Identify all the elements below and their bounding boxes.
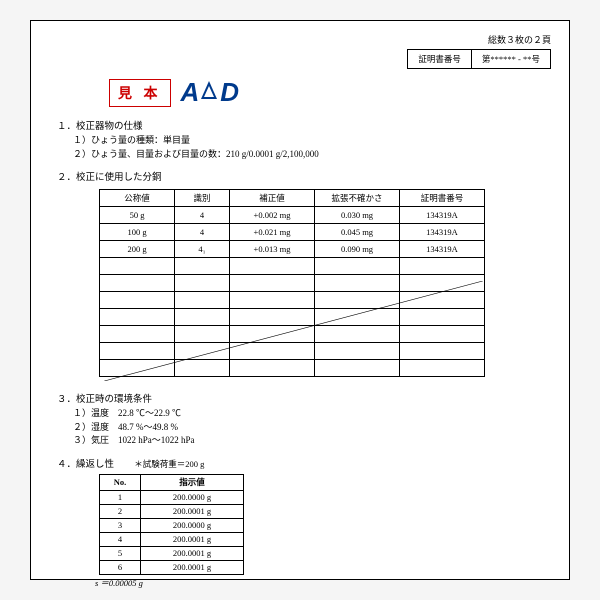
cell-id: 4 — [175, 224, 230, 241]
cert-value: 第****** - **号 — [472, 50, 550, 68]
section-2: ２．校正に使用した分銅 公称値 識別 補正値 拡張不確かさ 証明書番号 50 g… — [57, 169, 551, 383]
cell-id: 4 — [175, 207, 230, 224]
cell-val: 200.0001 g — [141, 546, 244, 560]
table-row: 200 g 4₁ +0.013 mg 0.090 mg 134319A — [100, 241, 485, 258]
cell-corr: +0.002 mg — [230, 207, 315, 224]
cert-number-box: 証明書番号 第****** - **号 — [407, 49, 551, 69]
table-row: 5200.0001 g — [100, 546, 244, 560]
s-value: s ＝0.00005 g — [95, 577, 551, 589]
col-cert: 証明書番号 — [400, 190, 485, 207]
document-page: 総数３枚の２頁 証明書番号 第****** - **号 見 本 A D １．校正… — [30, 20, 570, 580]
section-1-line1: １）ひょう量の種類：単目量 — [73, 134, 551, 148]
table-row — [100, 326, 485, 343]
col-uncertainty: 拡張不確かさ — [315, 190, 400, 207]
cell-no: 3 — [100, 518, 141, 532]
cell-id: 4₁ — [175, 241, 230, 258]
cell-unc: 0.090 mg — [315, 241, 400, 258]
table-row: 100 g 4 +0.021 mg 0.045 mg 134319A — [100, 224, 485, 241]
cell-nom: 100 g — [100, 224, 175, 241]
table-header-row: 公称値 識別 補正値 拡張不確かさ 証明書番号 — [100, 190, 485, 207]
cell-unc: 0.030 mg — [315, 207, 400, 224]
section-3-line3: ３）気圧 1022 hPa～1022 hPa — [73, 434, 551, 448]
table-row — [100, 309, 485, 326]
col-correction: 補正値 — [230, 190, 315, 207]
cell-no: 5 — [100, 546, 141, 560]
cell-unc: 0.045 mg — [315, 224, 400, 241]
section-2-title: ２．校正に使用した分銅 — [57, 169, 551, 183]
cell-val: 200.0000 g — [141, 490, 244, 504]
cell-corr: +0.021 mg — [230, 224, 315, 241]
table-row: 4200.0001 g — [100, 532, 244, 546]
section-3-title: ３．校正時の環境条件 — [57, 391, 551, 405]
col-no: No. — [100, 474, 141, 490]
col-id: 識別 — [175, 190, 230, 207]
section-1-title: １．校正器物の仕様 — [57, 118, 551, 132]
cell-no: 6 — [100, 560, 141, 574]
table-row: 1200.0000 g — [100, 490, 244, 504]
cell-cert: 134319A — [400, 241, 485, 258]
cell-val: 200.0001 g — [141, 532, 244, 546]
cell-val: 200.0001 g — [141, 504, 244, 518]
and-logo: A D — [181, 77, 240, 108]
cell-cert: 134319A — [400, 207, 485, 224]
sample-stamp: 見 本 — [109, 79, 171, 107]
cell-nom: 200 g — [100, 241, 175, 258]
cert-label: 証明書番号 — [408, 50, 472, 68]
cell-corr: +0.013 mg — [230, 241, 315, 258]
section-4: ４．繰返し性 ＊試験荷重＝200 g No. 指示値 1200.0000 g 2… — [57, 456, 551, 589]
table-row — [100, 275, 485, 292]
cell-val: 200.0000 g — [141, 518, 244, 532]
cell-no: 2 — [100, 504, 141, 518]
table-row — [100, 292, 485, 309]
header-row: 見 本 A D — [109, 77, 551, 108]
section-1-line2: ２）ひょう量、目量および目量の数：210 g/0.0001 g/2,100,00… — [73, 148, 551, 162]
section-3-line1: １）温度 22.8 ℃～22.9 ℃ — [73, 407, 551, 421]
cell-cert: 134319A — [400, 224, 485, 241]
cell-no: 4 — [100, 532, 141, 546]
table-row — [100, 343, 485, 360]
section-3: ３．校正時の環境条件 １）温度 22.8 ℃～22.9 ℃ ２）湿度 48.7 … — [57, 391, 551, 448]
col-indication: 指示値 — [141, 474, 244, 490]
section-4-note: ＊試験荷重＝200 g — [134, 459, 204, 469]
table-header-row: No. 指示値 — [100, 474, 244, 490]
cell-nom: 50 g — [100, 207, 175, 224]
table-row: 50 g 4 +0.002 mg 0.030 mg 134319A — [100, 207, 485, 224]
section-1: １．校正器物の仕様 １）ひょう量の種類：単目量 ２）ひょう量、目量および目量の数… — [57, 118, 551, 161]
cell-val: 200.0001 g — [141, 560, 244, 574]
weights-table: 公称値 識別 補正値 拡張不確かさ 証明書番号 50 g 4 +0.002 mg… — [99, 189, 485, 377]
table-row — [100, 258, 485, 275]
section-4-title: ４．繰返し性 — [57, 460, 114, 470]
table-row: 2200.0001 g — [100, 504, 244, 518]
table-row: 6200.0001 g — [100, 560, 244, 574]
repeatability-table: No. 指示値 1200.0000 g 2200.0001 g 3200.000… — [99, 474, 244, 575]
section-3-line2: ２）湿度 48.7 %～49.8 % — [73, 421, 551, 435]
table-row — [100, 360, 485, 377]
page-info: 総数３枚の２頁 — [49, 33, 551, 46]
col-nominal: 公称値 — [100, 190, 175, 207]
cell-no: 1 — [100, 490, 141, 504]
table-row: 3200.0000 g — [100, 518, 244, 532]
